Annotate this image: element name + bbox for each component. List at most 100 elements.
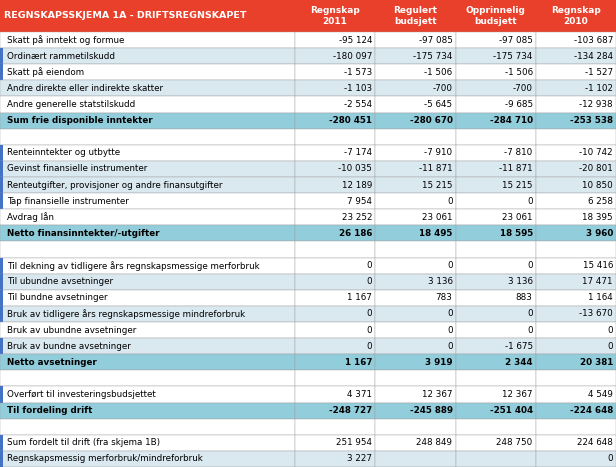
Text: 15 215: 15 215	[422, 181, 453, 190]
Bar	[295, 258, 375, 274]
Bar	[455, 48, 536, 64]
Bar	[0, 387, 295, 403]
Bar	[0, 145, 3, 161]
Bar	[455, 435, 536, 451]
Text: Regnskap
2010: Regnskap 2010	[551, 6, 601, 26]
Text: 7 954: 7 954	[347, 197, 372, 205]
Text: 26 186: 26 186	[339, 229, 372, 238]
Text: 1 167: 1 167	[347, 293, 372, 302]
Bar	[295, 403, 375, 419]
Text: 3 227: 3 227	[347, 454, 372, 463]
Text: 12 367: 12 367	[502, 390, 533, 399]
Text: Skatt på inntekt og formue: Skatt på inntekt og formue	[7, 35, 124, 45]
Bar	[536, 338, 616, 354]
Bar	[455, 290, 536, 306]
Bar	[0, 64, 295, 80]
Text: 4 549: 4 549	[588, 390, 613, 399]
Bar	[536, 32, 616, 48]
Text: 23 061: 23 061	[422, 213, 453, 222]
Text: -97 085: -97 085	[419, 35, 453, 44]
Bar	[536, 370, 616, 387]
Bar	[375, 451, 455, 467]
Bar	[0, 274, 3, 290]
Bar	[536, 226, 616, 241]
Bar	[536, 129, 616, 145]
Bar	[536, 387, 616, 403]
Bar	[295, 370, 375, 387]
Bar	[455, 145, 536, 161]
Text: 15 215: 15 215	[502, 181, 533, 190]
Text: -11 871: -11 871	[499, 164, 533, 173]
Bar	[536, 451, 616, 467]
Bar	[0, 0, 295, 32]
Bar	[295, 419, 375, 435]
Text: 10 850: 10 850	[582, 181, 613, 190]
Bar	[455, 322, 536, 338]
Bar	[295, 209, 375, 226]
Text: 23 252: 23 252	[342, 213, 372, 222]
Text: Regnskapsmessig merforbruk/mindreforbruk: Regnskapsmessig merforbruk/mindreforbruk	[7, 454, 203, 463]
Bar	[536, 0, 616, 32]
Bar	[0, 48, 295, 64]
Text: Til dekning av tidligere års regnskapsmessige merforbruk: Til dekning av tidligere års regnskapsme…	[7, 261, 259, 270]
Text: -13 670: -13 670	[579, 310, 613, 318]
Bar	[295, 0, 375, 32]
Text: -11 871: -11 871	[419, 164, 453, 173]
Bar	[295, 97, 375, 113]
Text: Renteinntekter og utbytte: Renteinntekter og utbytte	[7, 149, 120, 157]
Bar	[0, 48, 3, 64]
Bar	[295, 451, 375, 467]
Text: Bruk av tidligere års regnskapsmessige mindreforbruk: Bruk av tidligere års regnskapsmessige m…	[7, 309, 245, 319]
Bar	[536, 177, 616, 193]
Bar	[455, 241, 536, 258]
Bar	[455, 97, 536, 113]
Text: 1 164: 1 164	[588, 293, 613, 302]
Bar	[375, 129, 455, 145]
Bar	[375, 113, 455, 129]
Bar	[455, 129, 536, 145]
Bar	[0, 258, 295, 274]
Bar	[455, 80, 536, 97]
Text: -251 404: -251 404	[490, 406, 533, 415]
Text: Sum frie disponible inntekter: Sum frie disponible inntekter	[7, 116, 153, 125]
Bar	[0, 387, 3, 403]
Bar	[536, 322, 616, 338]
Bar	[295, 290, 375, 306]
Bar	[295, 64, 375, 80]
Bar	[375, 241, 455, 258]
Text: 883: 883	[516, 293, 533, 302]
Bar	[295, 113, 375, 129]
Bar	[375, 258, 455, 274]
Text: 0: 0	[367, 342, 372, 351]
Bar	[455, 64, 536, 80]
Text: 18 395: 18 395	[582, 213, 613, 222]
Bar	[455, 113, 536, 129]
Text: -97 085: -97 085	[499, 35, 533, 44]
Text: -1 102: -1 102	[585, 84, 613, 93]
Bar	[0, 338, 3, 354]
Bar	[375, 97, 455, 113]
Bar	[295, 226, 375, 241]
Text: -280 451: -280 451	[329, 116, 372, 125]
Bar	[295, 193, 375, 209]
Bar	[295, 354, 375, 370]
Bar	[295, 435, 375, 451]
Text: 0: 0	[447, 310, 453, 318]
Text: 0: 0	[447, 197, 453, 205]
Bar	[375, 338, 455, 354]
Bar	[0, 403, 295, 419]
Bar	[0, 113, 295, 129]
Text: -248 727: -248 727	[329, 406, 372, 415]
Bar	[0, 161, 295, 177]
Bar	[455, 258, 536, 274]
Bar	[375, 226, 455, 241]
Bar	[295, 241, 375, 258]
Bar	[0, 161, 3, 177]
Text: 18 495: 18 495	[419, 229, 453, 238]
Bar	[375, 80, 455, 97]
Bar	[295, 306, 375, 322]
Text: 0: 0	[447, 342, 453, 351]
Bar	[295, 322, 375, 338]
Text: Ordinært rammetilskudd: Ordinært rammetilskudd	[7, 52, 115, 61]
Text: Renteutgifter, provisjoner og andre finansutgifter: Renteutgifter, provisjoner og andre fina…	[7, 181, 222, 190]
